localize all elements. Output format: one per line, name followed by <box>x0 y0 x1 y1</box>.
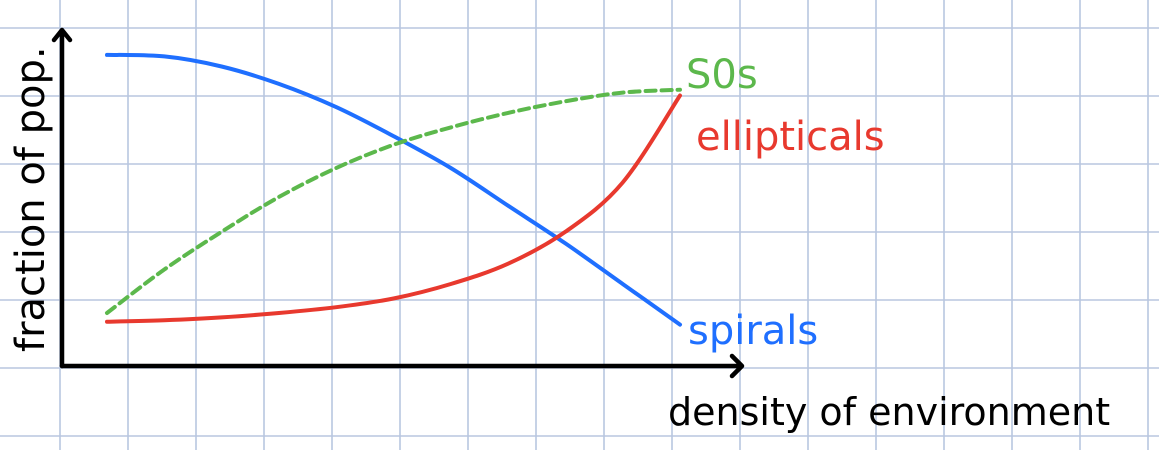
x-axis-line <box>59 353 745 379</box>
series-line-spirals <box>105 52 682 327</box>
x-axis-label: density of environment <box>668 390 1110 434</box>
series-lines <box>105 52 682 327</box>
series-label-spirals: spirals <box>688 308 818 354</box>
y-axis-label: fraction of pop. <box>8 46 54 352</box>
axes <box>51 27 745 379</box>
series-line-s0s <box>105 87 682 315</box>
series-label-ellipticals: ellipticals <box>696 114 885 160</box>
series-label-s0s: S0s <box>686 52 758 98</box>
series-line-ellipticals <box>105 93 682 324</box>
y-axis-line <box>51 27 73 369</box>
series-labels: spirals S0s ellipticals <box>686 52 885 354</box>
